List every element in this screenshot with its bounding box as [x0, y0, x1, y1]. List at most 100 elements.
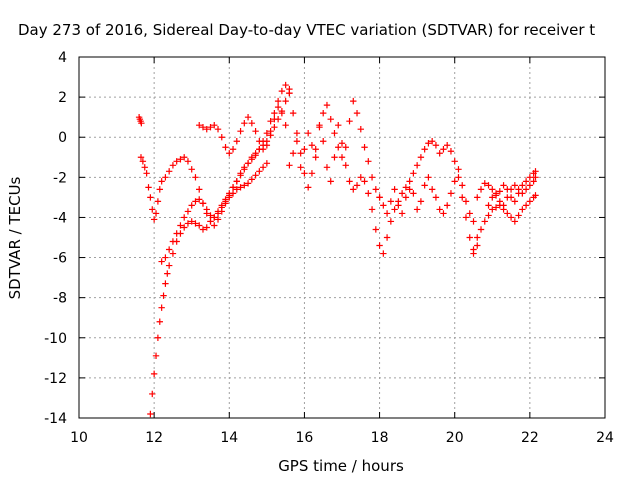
data-point	[241, 119, 248, 127]
data-point	[214, 126, 222, 133]
data-point	[297, 164, 304, 171]
data-point	[387, 218, 395, 225]
data-point	[267, 128, 274, 135]
data-point	[410, 190, 417, 197]
y-tick-label: -8	[53, 291, 67, 307]
data-point	[173, 158, 180, 165]
data-point	[211, 222, 218, 229]
data-point	[282, 121, 289, 129]
data-point	[218, 134, 225, 141]
data-point	[141, 164, 148, 171]
data-point	[263, 130, 271, 137]
data-point	[357, 174, 364, 181]
data-point	[515, 212, 522, 219]
data-point	[259, 146, 267, 153]
data-point	[248, 119, 256, 127]
data-point	[477, 226, 485, 233]
data-point	[511, 198, 519, 205]
data-point	[398, 210, 406, 217]
data-point	[147, 410, 154, 418]
x-tick-label: 16	[296, 430, 314, 446]
y-tick-label: -6	[53, 251, 67, 267]
data-point	[455, 174, 462, 181]
data-point	[425, 140, 432, 147]
data-point	[391, 206, 398, 213]
data-point	[196, 186, 203, 193]
data-point	[308, 142, 316, 149]
data-point	[165, 246, 173, 253]
data-point	[145, 184, 152, 191]
data-point	[485, 182, 492, 189]
data-point	[383, 234, 391, 241]
data-point	[410, 170, 417, 177]
y-axis-label: SDTVAR / TECUs	[6, 176, 24, 299]
data-point	[425, 174, 432, 181]
data-point	[504, 210, 511, 217]
x-tick-label: 14	[220, 430, 238, 446]
data-point	[361, 144, 368, 151]
data-point	[237, 172, 244, 179]
data-point	[526, 198, 534, 205]
data-point	[417, 198, 425, 205]
data-point	[532, 192, 539, 199]
data-point	[489, 194, 496, 201]
data-point	[211, 214, 218, 221]
data-point	[451, 158, 458, 165]
data-point	[436, 206, 443, 213]
data-point	[137, 154, 145, 161]
data-point	[158, 304, 165, 311]
data-point	[428, 186, 436, 193]
data-point	[447, 190, 455, 197]
data-point	[489, 186, 496, 193]
data-point	[196, 222, 203, 229]
data-point	[526, 182, 534, 189]
data-point	[474, 194, 481, 201]
x-tick-label: 20	[446, 430, 464, 446]
data-point	[380, 250, 387, 257]
data-point	[511, 218, 519, 225]
data-point	[192, 220, 199, 227]
data-point	[271, 109, 278, 117]
data-point	[481, 180, 488, 187]
data-point	[485, 212, 492, 219]
data-point	[515, 186, 522, 193]
data-point	[323, 101, 331, 109]
data-point	[387, 198, 395, 205]
data-point	[139, 158, 147, 165]
data-point	[372, 186, 380, 193]
data-point	[532, 168, 539, 175]
data-point	[150, 216, 158, 223]
data-point	[196, 196, 203, 203]
data-point	[152, 210, 160, 217]
data-point	[350, 97, 357, 105]
data-point	[177, 156, 184, 163]
data-point	[444, 202, 451, 209]
data-point	[160, 292, 167, 299]
data-point	[496, 198, 503, 205]
data-point	[432, 194, 440, 201]
data-point	[158, 178, 165, 185]
axis-ticks	[78, 56, 606, 419]
data-point	[304, 184, 312, 191]
data-point	[177, 222, 184, 229]
data-point	[368, 206, 376, 213]
data-point	[331, 154, 338, 161]
data-point	[271, 115, 278, 123]
data-point	[150, 370, 158, 378]
data-point	[327, 178, 334, 185]
y-tick-label: -4	[53, 210, 67, 226]
data-point	[152, 352, 160, 360]
data-point	[199, 123, 207, 131]
data-point	[365, 158, 372, 165]
data-point	[244, 180, 252, 187]
data-point	[196, 121, 203, 129]
data-point	[492, 204, 500, 211]
data-point	[335, 144, 342, 151]
data-point	[188, 166, 195, 173]
data-points	[135, 81, 539, 418]
data-point	[154, 198, 162, 205]
grid-lines	[79, 57, 605, 418]
data-point	[372, 226, 380, 233]
data-point	[519, 182, 526, 189]
data-point	[263, 142, 271, 149]
